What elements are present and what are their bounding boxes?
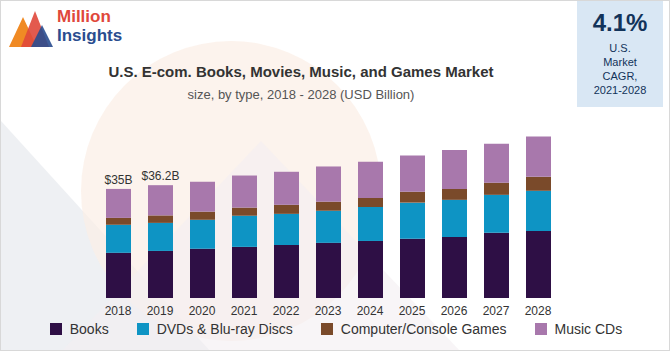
svg-text:2025: 2025 (399, 304, 426, 318)
html-text:size, by type, 2018 - 2028 (US: size, by type, 2018 - 2028 (USD Billion) (187, 87, 415, 102)
svg-text:$35B: $35B (104, 173, 132, 187)
html-text:Million: Million (57, 7, 111, 26)
html-text:CAGR,: CAGR, (602, 70, 638, 82)
svg-text:2026: 2026 (441, 304, 468, 318)
html-text:DVDs & Blu-ray Discs: DVDs & Blu-ray Discs (156, 321, 293, 337)
svg-text:2019: 2019 (147, 304, 174, 318)
html-text:4.1%: 4.1% (592, 9, 648, 36)
html-text:Market: Market (603, 56, 637, 68)
html-text:Music CDs: Music CDs (554, 321, 623, 337)
svg-text:2021: 2021 (231, 304, 258, 318)
svg-text:2027: 2027 (483, 304, 510, 318)
html-text:U.S. E-com. Books, Movies, Mus: U.S. E-com. Books, Movies, Music, and Ga… (108, 63, 494, 80)
svg-text:2022: 2022 (273, 304, 300, 318)
html-text:Books: Books (69, 321, 109, 337)
html-text:U.S.: U.S. (609, 42, 631, 54)
svg-text:$36.2B: $36.2B (141, 169, 179, 183)
svg-text:2024: 2024 (357, 304, 384, 318)
html-text:2021-2028: 2021-2028 (593, 84, 647, 96)
svg-text:2020: 2020 (189, 304, 216, 318)
html-text:Computer/Console Games: Computer/Console Games (340, 321, 507, 337)
svg-text:2023: 2023 (315, 304, 342, 318)
svg-text:2028: 2028 (525, 304, 552, 318)
svg-text:2018: 2018 (105, 304, 132, 318)
html-text:Insights: Insights (57, 26, 123, 45)
